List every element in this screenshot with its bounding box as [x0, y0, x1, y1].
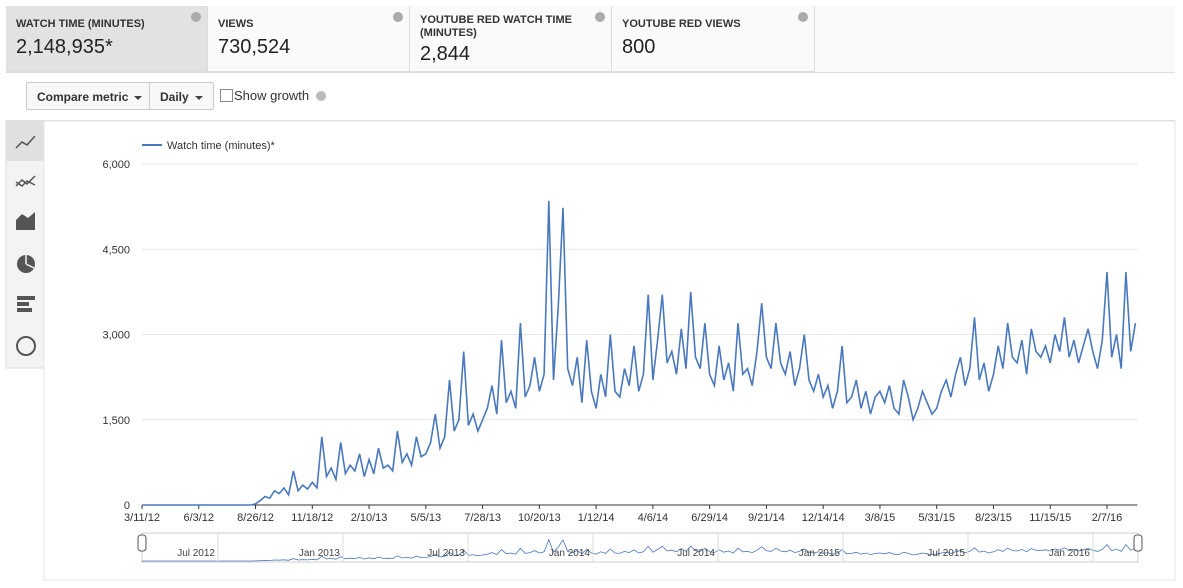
y-tick-label: 6,000	[102, 159, 130, 171]
navigator-label: Jul 2015	[927, 548, 965, 559]
metric-value: 2,148,935*	[16, 36, 113, 58]
metric-card[interactable]: VIEWS 730,524	[208, 6, 410, 72]
help-icon[interactable]	[316, 91, 326, 101]
metric-value: 730,524	[218, 36, 291, 58]
checkbox-label: Show growth	[234, 88, 310, 103]
x-tick-label: 8/23/15	[975, 512, 1012, 524]
metric-card[interactable]: WATCH TIME (MINUTES) 2,148,935*	[6, 6, 208, 72]
x-tick-label: 8/26/12	[237, 512, 274, 524]
help-icon[interactable]	[595, 12, 605, 22]
navigator-line	[142, 538, 1136, 562]
y-tick-label: 0	[124, 500, 130, 512]
metric-title: VIEWS	[218, 18, 254, 30]
chart-frame	[43, 120, 1176, 581]
x-tick-label: 3/8/15	[865, 512, 896, 524]
navigator-label: Jan 2016	[1049, 548, 1091, 559]
navigator-label: Jul 2013	[427, 548, 465, 559]
multi-line-icon	[15, 180, 36, 187]
metric-card[interactable]: YOUTUBE RED VIEWS 800	[612, 6, 815, 72]
navigator-label: Jan 2013	[299, 548, 341, 559]
interval-button[interactable]: Daily	[149, 82, 214, 110]
bar-icon	[17, 302, 29, 306]
map-icon[interactable]	[16, 336, 36, 356]
x-tick-label: 1/12/14	[578, 512, 615, 524]
metric-title: YOUTUBE RED WATCH TIME (MINUTES)	[420, 14, 572, 39]
bar-icon	[17, 308, 32, 312]
navigator-handle[interactable]	[137, 534, 147, 552]
checkbox[interactable]	[220, 89, 233, 102]
x-tick-label: 2/10/13	[351, 512, 388, 524]
line-icon[interactable]	[15, 135, 36, 149]
pie-icon-slice	[25, 255, 35, 269]
legend-label: Watch time (minutes)*	[167, 140, 276, 152]
caret	[194, 95, 203, 100]
navigator-label: Jul 2012	[177, 548, 215, 559]
area-icon[interactable]	[16, 212, 35, 230]
metric-title: YOUTUBE RED VIEWS	[622, 18, 741, 30]
x-tick-label: 3/11/12	[124, 512, 160, 524]
x-tick-label: 11/15/15	[1029, 512, 1071, 524]
x-tick-label: 5/5/13	[411, 512, 442, 524]
x-tick-label: 6/3/12	[183, 512, 214, 524]
navigator-label: Jul 2014	[677, 548, 715, 559]
metric-title: WATCH TIME (MINUTES)	[16, 18, 145, 30]
navigator-label: Jan 2015	[799, 548, 841, 559]
help-icon[interactable]	[191, 12, 201, 22]
x-tick-label: 12/14/14	[802, 512, 845, 524]
caret	[134, 95, 143, 100]
navigator-label: Jan 2014	[549, 548, 591, 559]
x-tick-label: 2/7/16	[1092, 512, 1123, 524]
help-icon[interactable]	[393, 12, 403, 22]
x-tick-label: 6/29/14	[691, 512, 728, 524]
x-tick-label: 9/21/14	[748, 512, 785, 524]
navigator[interactable]	[141, 532, 1139, 563]
chart-type-selected[interactable]	[6, 121, 44, 161]
y-tick-label: 3,000	[102, 330, 130, 342]
metric-value: 800	[622, 36, 656, 58]
metric-value: 2,844	[420, 43, 471, 65]
series-line	[142, 200, 1137, 506]
button-label: Compare metric	[37, 90, 129, 104]
y-tick-label: 1,500	[102, 415, 130, 427]
compare-button[interactable]: Compare metric	[26, 82, 154, 110]
x-tick-label: 5/31/15	[918, 512, 955, 524]
x-tick-label: 10/20/13	[518, 512, 561, 524]
x-tick-label: 11/18/12	[291, 512, 333, 524]
x-tick-label: 4/6/14	[638, 512, 669, 524]
bar-icon[interactable]	[17, 296, 35, 300]
button-label: Daily	[160, 90, 189, 104]
help-icon[interactable]	[798, 12, 808, 22]
x-tick-label: 7/28/13	[464, 512, 501, 524]
metric-card[interactable]: YOUTUBE RED WATCH TIME (MINUTES) 2,844	[410, 6, 612, 72]
navigator-handle[interactable]	[1133, 534, 1143, 552]
y-tick-label: 4,500	[102, 244, 130, 256]
multi-line-icon[interactable]	[15, 175, 36, 187]
